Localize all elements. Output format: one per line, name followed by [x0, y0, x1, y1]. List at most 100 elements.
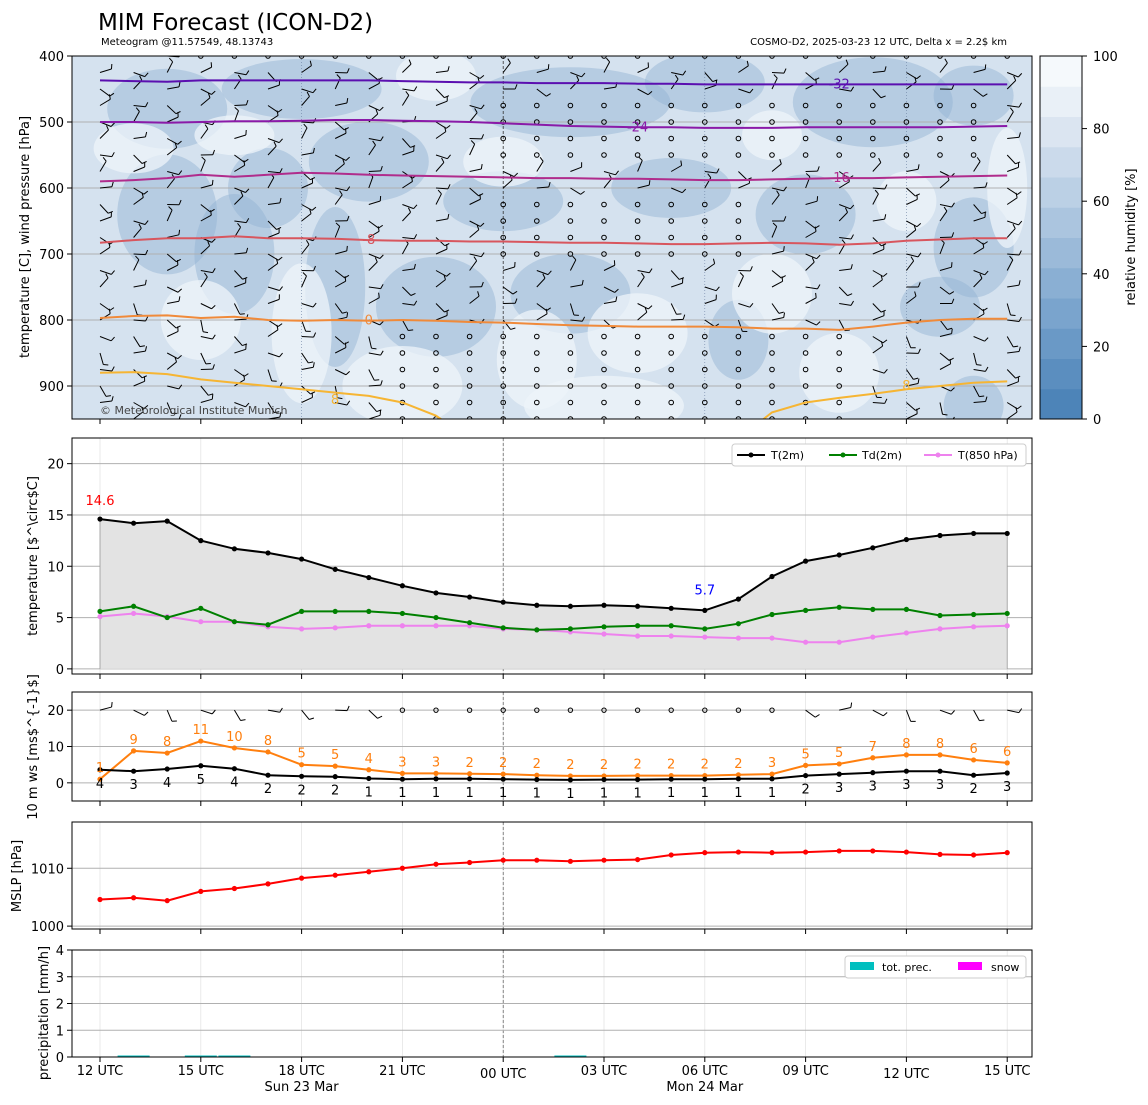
wind-barb-flag [413, 86, 418, 92]
wind-barb-flag [474, 108, 478, 113]
wind-barb-flag [245, 99, 249, 106]
calm-wind-marker [634, 119, 641, 125]
wind-barb [200, 270, 213, 274]
calm-wind-marker [601, 119, 607, 125]
wind-barb [368, 336, 372, 349]
wind-speed-point [366, 775, 372, 782]
wind-barb-flag [377, 715, 383, 719]
t850-point [366, 623, 372, 629]
wind-barb-flag [1018, 220, 1023, 226]
wind-speed-point [399, 776, 405, 782]
calm-wind-marker [702, 366, 708, 373]
wind-barb [301, 336, 314, 338]
wind-barb-flag [211, 304, 216, 310]
calm-wind-marker [702, 234, 708, 241]
td2m-point [668, 623, 674, 629]
wind-barb [402, 88, 415, 92]
wind-speed-label: 1 [533, 787, 541, 802]
wind-barb-flag [344, 342, 347, 348]
wind-barb-flag [111, 152, 115, 157]
wind-barb-flag [545, 308, 548, 314]
wind-barb-flag [950, 387, 955, 392]
wind-barb-flag [208, 393, 214, 396]
calm-wind-marker [634, 333, 641, 340]
wind-barb [906, 402, 916, 411]
wind-barb [704, 286, 717, 292]
wind-barb [133, 105, 146, 108]
wind-barb [267, 177, 275, 189]
colorbar-band [1040, 328, 1082, 359]
wind-barb [99, 270, 112, 275]
calm-wind-marker [735, 399, 742, 406]
wind-barb-flag [512, 290, 518, 295]
wind-barb-flag [177, 140, 182, 145]
calm-wind-marker [433, 366, 439, 373]
wind-barb-flag [847, 293, 853, 297]
xtick-label: 00 UTC [480, 1067, 526, 1082]
isotherm-line [100, 119, 1008, 129]
wind-barb-flag [242, 343, 248, 347]
wind-barb [502, 286, 514, 295]
wind-speed-point [567, 777, 574, 783]
wind-barb [368, 138, 381, 142]
wind-barb [234, 369, 245, 377]
wind-barb [536, 68, 549, 73]
wind-barb-flag [979, 719, 985, 722]
calm-wind-marker [802, 333, 809, 340]
calm-wind-marker [634, 383, 641, 389]
wind-barb-flag [982, 308, 985, 315]
mslp-yticks: 1000 1010 [31, 862, 72, 935]
wind-barb-flag [207, 92, 211, 98]
wind-barb [469, 112, 478, 123]
wind-barb [368, 72, 379, 81]
wind-barb-flag [139, 345, 145, 348]
wind-barb [335, 402, 348, 406]
t2m-point [299, 556, 305, 562]
wind-barb-flag [772, 222, 778, 227]
wind-barb-flag [914, 76, 917, 83]
t2m-point [366, 574, 372, 581]
wind-barb-flag [105, 273, 109, 279]
wind-barb-flag [773, 74, 778, 79]
wind-barb-flag [884, 184, 888, 190]
mslp-point [97, 896, 103, 903]
wind-barb [469, 198, 481, 205]
wind-barb-flag [680, 160, 683, 166]
wind-barb [234, 134, 247, 139]
wind-barb [570, 319, 583, 322]
wind-barb-flag [144, 346, 148, 352]
wind-barb [939, 179, 950, 189]
temperature-ylabel: temperature [$^\circ$C] [26, 476, 41, 636]
wind-barb-flag [444, 95, 450, 99]
legend-td2m: Td(2m) [861, 449, 902, 462]
rh-high-region [876, 171, 937, 232]
wind-barb-flag [279, 412, 282, 418]
calm-wind-marker [702, 416, 708, 419]
wind-barb-flag [302, 272, 307, 277]
calm-wind-marker [769, 102, 775, 109]
colorbar-bands [1040, 56, 1082, 420]
wind-barb [200, 418, 202, 419]
calm-wind-marker [567, 218, 574, 224]
wind-barb-flag [107, 210, 114, 214]
wind-barb [872, 237, 882, 247]
wind-barb-flag [447, 213, 450, 220]
wind-barb-flag [539, 157, 544, 162]
temperature-legend: T(2m) Td(2m) T(850 hPa) [731, 443, 1027, 467]
wind-speed-label: 3 [902, 778, 910, 793]
wind-barb-flag [949, 358, 952, 364]
calm-wind-marker [668, 234, 675, 241]
wind-barb [502, 62, 511, 73]
wind-barb [435, 131, 447, 139]
wind-barb [1007, 166, 1019, 172]
wind-barb [839, 237, 852, 240]
wind-barb-flag [168, 57, 174, 63]
wind-barb [267, 369, 273, 382]
wind-barb [872, 315, 885, 321]
wind-barb-flag [1015, 375, 1021, 379]
mslp-point [870, 848, 876, 854]
wind-barb-flag [374, 379, 380, 381]
wind-barb [1006, 411, 1018, 419]
calm-wind-marker [937, 135, 943, 142]
wind-barb [738, 88, 750, 94]
